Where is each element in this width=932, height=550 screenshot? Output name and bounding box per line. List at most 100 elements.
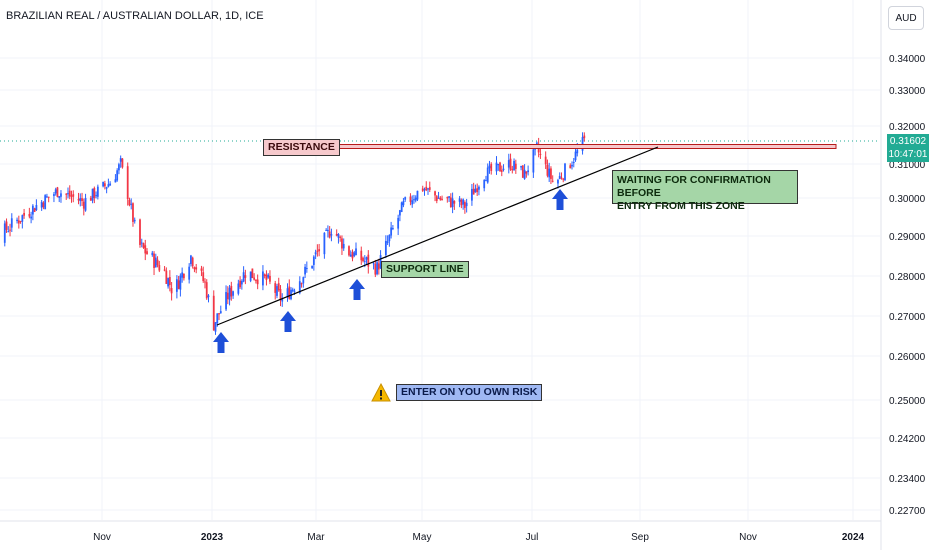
candle	[232, 290, 234, 299]
up-arrow-icon	[552, 189, 568, 210]
candle	[302, 276, 305, 288]
y-tick-label: 0.25000	[889, 396, 926, 407]
candle	[428, 181, 431, 193]
candle	[448, 196, 450, 202]
candle	[572, 157, 575, 168]
candle	[249, 271, 252, 283]
candle	[539, 148, 542, 159]
candle	[390, 221, 393, 239]
candle	[9, 223, 11, 237]
candle	[7, 226, 10, 233]
candle	[463, 200, 466, 214]
candle	[279, 285, 282, 307]
candle	[103, 180, 106, 190]
candle	[305, 261, 308, 273]
candle	[102, 181, 105, 188]
resistance-label: RESISTANCE	[263, 139, 340, 156]
candle	[191, 256, 194, 269]
candle	[277, 277, 280, 292]
candle	[500, 165, 503, 177]
candle	[128, 197, 131, 207]
candle	[126, 162, 129, 206]
price-axis[interactable]: 0.34000 0.33000 0.32000 0.31000 0.30000 0.290…	[889, 54, 926, 517]
candle	[179, 273, 182, 297]
candle	[388, 234, 391, 247]
candle	[281, 293, 284, 307]
candle	[446, 196, 449, 203]
candle	[175, 275, 178, 299]
candle	[300, 282, 303, 288]
candle	[441, 195, 443, 201]
candle	[170, 282, 173, 301]
candle	[377, 258, 380, 275]
candle	[119, 155, 122, 168]
currency-button[interactable]: AUD	[888, 6, 924, 30]
candle	[314, 249, 317, 260]
candle	[242, 266, 245, 283]
candle	[478, 185, 480, 196]
candle	[327, 225, 329, 238]
candle	[509, 153, 512, 171]
candle	[53, 192, 55, 203]
candle	[465, 198, 468, 213]
candle	[581, 132, 584, 155]
candle	[276, 283, 278, 299]
candle	[335, 229, 338, 237]
candle	[60, 190, 62, 203]
candle	[571, 161, 573, 170]
candle	[460, 198, 463, 209]
candle	[337, 233, 340, 244]
candle	[304, 263, 306, 279]
candle	[35, 199, 38, 212]
candle	[10, 213, 13, 233]
time-axis[interactable]: Nov 2023 Mar May Jul Sep Nov 2024	[93, 532, 864, 543]
candle	[132, 202, 134, 227]
candle	[205, 279, 208, 300]
y-tick-label: 0.27000	[889, 312, 926, 323]
candle	[411, 195, 414, 208]
y-tick-label: 0.34000	[889, 54, 926, 65]
candle	[521, 164, 524, 178]
candle	[105, 186, 108, 194]
candle	[240, 279, 243, 290]
waiting-confirmation-label: WAITING FOR CONFIRMATION BEFORE ENTRY FR…	[612, 170, 798, 212]
candle	[544, 151, 547, 170]
candle	[562, 177, 565, 183]
candle	[154, 253, 157, 268]
candle	[362, 256, 364, 263]
candle	[291, 287, 294, 293]
candle	[474, 184, 477, 193]
candle	[339, 235, 342, 242]
candle	[225, 285, 227, 311]
candle	[453, 200, 456, 210]
candle	[546, 159, 549, 178]
candle	[214, 322, 217, 335]
candle	[451, 192, 454, 214]
candle	[46, 193, 48, 198]
candle	[569, 163, 572, 169]
candle	[548, 162, 551, 182]
bar-countdown: 10:47:01	[888, 149, 928, 160]
candle	[490, 162, 493, 175]
candle	[190, 254, 192, 267]
y-tick-label: 0.30000	[889, 194, 926, 205]
candle	[95, 191, 97, 199]
candle	[471, 183, 473, 206]
candle	[434, 190, 436, 202]
candle	[142, 242, 145, 249]
candle	[437, 191, 440, 199]
candle	[274, 280, 277, 300]
candle	[33, 207, 36, 213]
y-tick-label: 0.29000	[889, 232, 926, 243]
candle	[72, 190, 75, 203]
candle	[140, 238, 143, 248]
candle	[312, 255, 315, 271]
candle	[328, 226, 331, 239]
candle	[349, 250, 352, 257]
arrows	[213, 189, 568, 353]
candle	[156, 256, 159, 268]
x-tick-label: Mar	[307, 532, 325, 543]
candle	[193, 266, 196, 273]
candle	[251, 268, 254, 279]
